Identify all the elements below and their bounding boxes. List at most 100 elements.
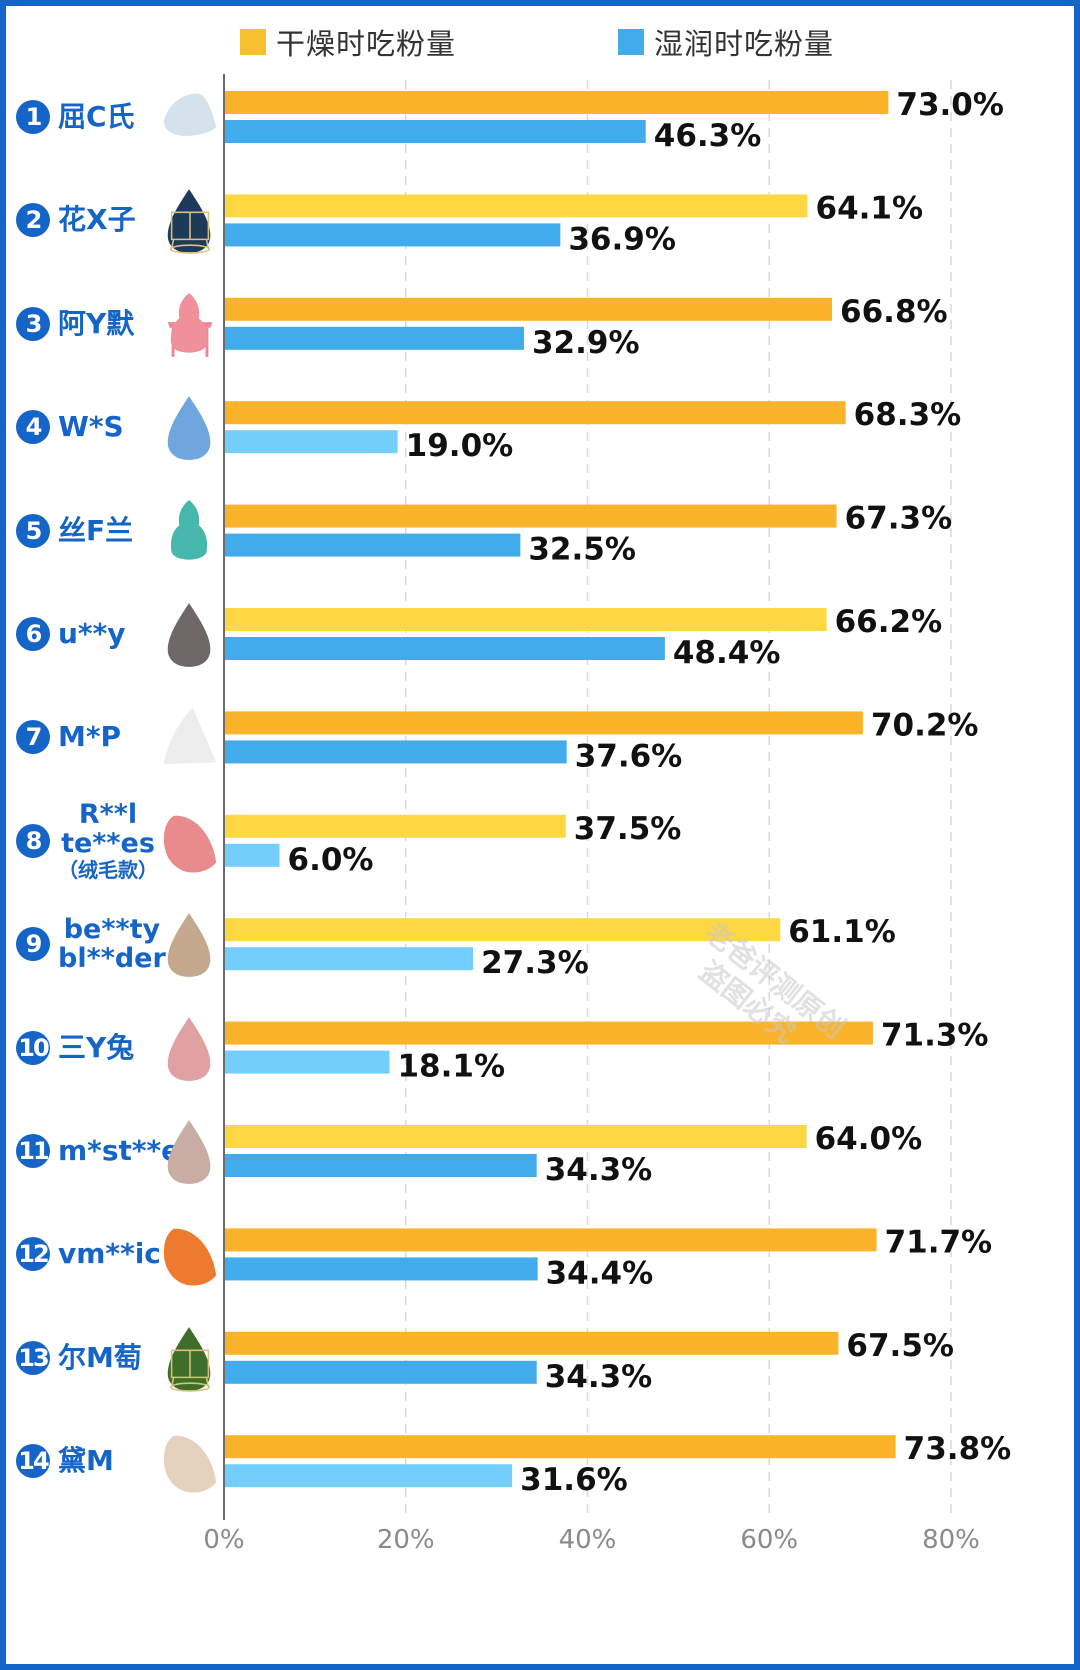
x-tick-label: 80% xyxy=(922,1525,980,1555)
x-tick-label: 0% xyxy=(203,1525,244,1555)
data-label-dry: 71.3% xyxy=(881,1018,989,1054)
data-label-dry: 67.5% xyxy=(846,1328,954,1364)
data-label-dry: 37.5% xyxy=(574,811,682,847)
data-label-wet: 34.4% xyxy=(546,1255,654,1291)
product-variant: （绒毛款） xyxy=(58,857,158,882)
bar-wet xyxy=(225,533,521,557)
bar-dry xyxy=(225,91,889,114)
bar-wet xyxy=(225,1464,513,1488)
bar-wet xyxy=(225,843,280,867)
product-name-line: 阿Y默 xyxy=(58,306,135,340)
rank-badge: 12 xyxy=(16,1237,50,1272)
bar-wet xyxy=(225,1154,537,1177)
rank-badge: 7 xyxy=(16,720,50,755)
product-name: 阿Y默 xyxy=(58,306,135,340)
sponge-navy-with-gold-stand-icon xyxy=(160,185,220,255)
rank-badge: 9 xyxy=(16,927,50,962)
legend-item-dry: 干燥时吃粉量 xyxy=(240,22,456,62)
category-label: 4 W*S xyxy=(16,410,124,445)
bar-wet xyxy=(225,1257,538,1281)
sponge-orange-cut-icon xyxy=(160,1219,220,1289)
category-label: 5 丝F兰 xyxy=(16,513,133,548)
data-label-wet: 34.3% xyxy=(545,1152,653,1188)
product-name: 屈C氏 xyxy=(58,103,135,131)
x-tick-label: 40% xyxy=(559,1525,617,1555)
data-label-wet: 6.0% xyxy=(288,842,374,878)
sponge-pale-blue-teardrop-icon xyxy=(160,82,220,152)
rank-badge: 5 xyxy=(16,513,50,548)
product-name-line: 花X子 xyxy=(58,203,136,237)
product-name: 花X子 xyxy=(58,206,136,234)
rank-badge: 8 xyxy=(16,823,50,858)
sponge-teal-gourd-icon xyxy=(160,496,220,566)
data-label-dry: 64.1% xyxy=(816,190,924,226)
product-name: m*st**e xyxy=(58,1137,180,1165)
data-label-wet: 32.9% xyxy=(532,325,640,361)
legend-swatch-wet xyxy=(618,29,644,55)
category-label: 13 尔M萄 xyxy=(16,1340,142,1375)
data-label-dry: 67.3% xyxy=(845,501,953,537)
data-label-wet: 27.3% xyxy=(481,945,589,981)
rank-badge: 4 xyxy=(16,410,50,445)
product-name-line: be**ty xyxy=(63,914,161,946)
product-name-line: 尔M萄 xyxy=(58,1340,142,1374)
product-name: be**ty bl**der xyxy=(58,915,166,973)
product-name: 三Y兔 xyxy=(58,1033,134,1062)
bar-wet xyxy=(225,430,398,454)
product-name: W*S xyxy=(58,413,124,441)
data-label-wet: 31.6% xyxy=(520,1462,628,1498)
product-name: 丝F兰 xyxy=(58,516,133,545)
legend-item-wet: 湿润时吃粉量 xyxy=(618,22,834,62)
data-label-wet: 19.0% xyxy=(406,428,514,464)
data-label-dry: 70.2% xyxy=(871,707,979,743)
category-label: 9 be**ty bl**der xyxy=(16,915,166,973)
data-label-wet: 46.3% xyxy=(654,118,762,154)
bar-dry xyxy=(225,1331,839,1355)
product-name-line: bl**der xyxy=(58,943,166,975)
bar-dry xyxy=(225,401,846,425)
product-name-line: R**l xyxy=(78,798,138,830)
category-label: 7 M*P xyxy=(16,720,121,755)
sponge-green-with-gold-stand-icon xyxy=(160,1323,220,1393)
data-label-wet: 32.5% xyxy=(528,532,636,568)
bar-wet xyxy=(225,326,524,350)
category-label: 10 三Y兔 xyxy=(16,1030,134,1065)
data-label-wet: 37.6% xyxy=(575,738,683,774)
product-name: 黛M xyxy=(58,1447,114,1475)
data-label-wet: 18.1% xyxy=(397,1049,505,1085)
bar-wet xyxy=(225,740,567,764)
rank-badge: 13 xyxy=(16,1340,50,1375)
bar-dry xyxy=(225,1228,877,1252)
rank-badge: 6 xyxy=(16,617,50,651)
x-tick-label: 20% xyxy=(377,1525,435,1555)
bar-wet xyxy=(225,120,646,143)
category-label: 14 黛M xyxy=(16,1444,114,1479)
bar-dry xyxy=(225,194,808,218)
product-name-line: vm**ic xyxy=(58,1237,161,1271)
legend-swatch-dry xyxy=(240,29,266,55)
bar-dry xyxy=(225,918,781,942)
sponge-pink-cut-icon xyxy=(160,806,220,876)
rank-badge: 3 xyxy=(16,306,50,341)
data-label-dry: 68.3% xyxy=(854,397,962,433)
sponge-white-wedge-icon xyxy=(160,702,220,772)
sponge-taupe-teardrop-icon xyxy=(160,1116,220,1186)
bar-wet xyxy=(225,1360,537,1384)
bar-dry xyxy=(225,814,566,838)
bar-wet xyxy=(225,637,665,660)
category-label: 3 阿Y默 xyxy=(16,306,135,341)
category-label: 8 R**l te**es （绒毛款） xyxy=(16,800,158,882)
product-name-line: W*S xyxy=(58,410,124,444)
legend-label-dry: 干燥时吃粉量 xyxy=(276,27,457,61)
rank-badge: 14 xyxy=(16,1444,50,1479)
data-label-dry: 71.7% xyxy=(885,1224,993,1260)
bar-dry xyxy=(225,1435,896,1459)
product-name: vm**ic xyxy=(58,1240,161,1268)
legend-label-wet: 湿润时吃粉量 xyxy=(654,27,835,61)
rank-badge: 1 xyxy=(16,100,50,134)
sponge-pink-gourd-with-stand-icon xyxy=(160,289,220,359)
bar-dry xyxy=(225,1125,807,1148)
bar-dry xyxy=(225,711,863,735)
bar-dry xyxy=(225,1021,873,1045)
